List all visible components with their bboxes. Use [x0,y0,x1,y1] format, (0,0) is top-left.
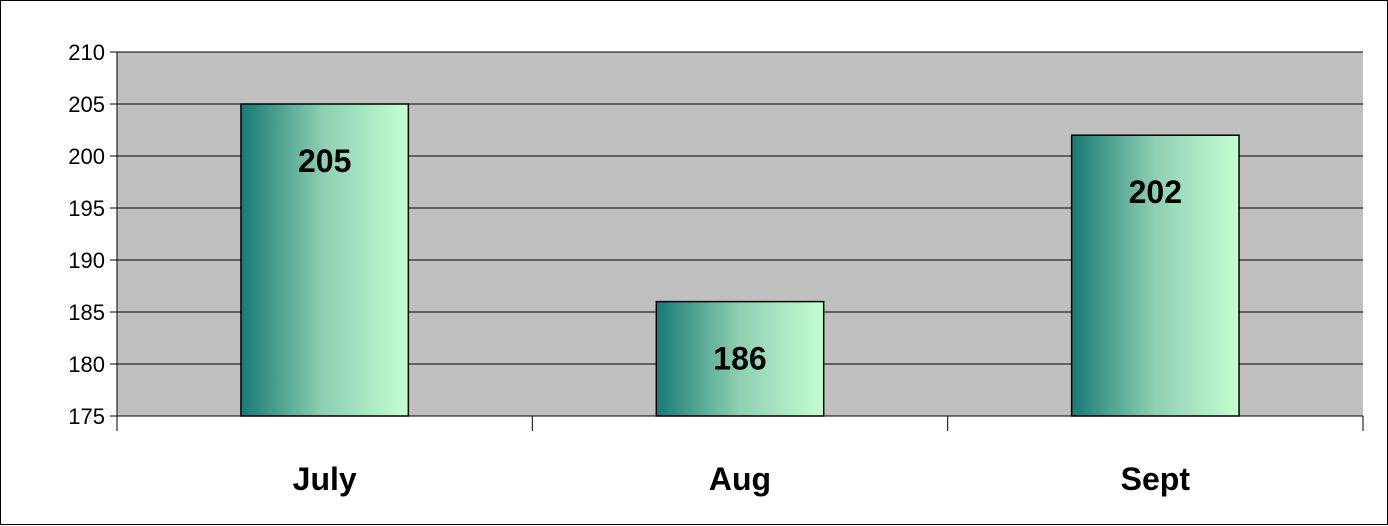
x-category-label: Aug [709,461,771,497]
y-tick-label: 180 [68,352,105,377]
x-category-label: Sept [1121,461,1191,497]
bar-july [240,103,410,417]
y-tick-label: 200 [68,144,105,169]
y-tick-label: 195 [68,196,105,221]
x-category-label: July [293,461,357,497]
y-tick-label: 210 [68,40,105,65]
y-tick-label: 205 [68,92,105,117]
labels: 175 180 185 190 195 200 205 210 205 July 186 Aug 202… [68,40,1190,497]
y-tick-label: 175 [68,404,105,429]
data-label: 202 [1129,174,1182,210]
bars [240,103,1240,417]
y-tick-label: 190 [68,248,105,273]
bar-sept [1070,134,1240,417]
y-tick-label: 185 [68,300,105,325]
data-label: 205 [298,143,351,179]
data-label: 186 [713,341,766,377]
bar-aug [655,300,825,417]
